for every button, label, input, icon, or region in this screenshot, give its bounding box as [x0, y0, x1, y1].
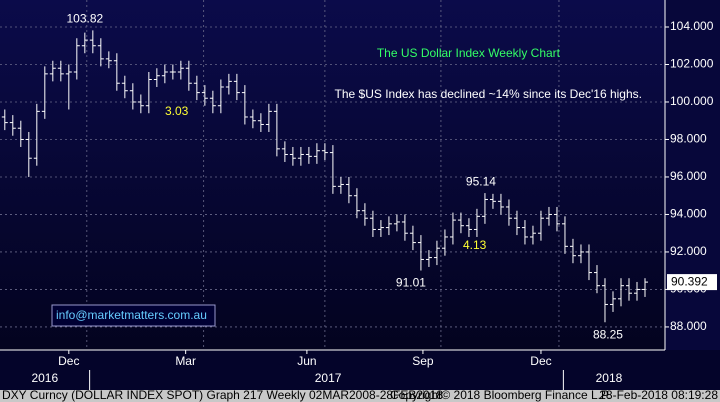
year-label: 2018 [596, 371, 623, 385]
x-tick-label: Mar [175, 354, 196, 368]
y-tick-label: 100.000 [670, 94, 714, 108]
chart-title: The US Dollar Index Weekly Chart [377, 46, 561, 60]
y-tick-label: 102.000 [670, 57, 714, 71]
chart-subtitle: The $US Index has declined ~14% since it… [335, 87, 642, 101]
y-tick-label: 92.000 [670, 244, 707, 258]
footer-copyright: Copyright© 2018 Bloomberg Finance L.P. [390, 388, 611, 402]
value-label: 103.82 [66, 12, 103, 26]
x-tick-label: Sep [412, 354, 434, 368]
x-axis-area [0, 350, 720, 390]
last-price-box [667, 274, 717, 291]
value-label: 88.25 [593, 327, 623, 341]
watermark: info@marketmatters.com.au [56, 308, 207, 322]
watermark-box [51, 304, 216, 327]
y-tick-label: 88.000 [670, 319, 707, 333]
value-label: 91.01 [396, 276, 426, 290]
year-label: 2016 [31, 371, 58, 385]
x-tick-label: Jun [297, 354, 316, 368]
y-tick-label: 94.000 [670, 207, 707, 221]
last-price-label: 90.392 [671, 274, 708, 288]
value-label: 95.14 [466, 174, 496, 188]
y-axis-area [665, 0, 720, 350]
y-tick-label: 98.000 [670, 132, 707, 146]
annotation: 4.13 [463, 238, 487, 252]
y-tick-label: 96.000 [670, 169, 707, 183]
y-tick-label: 104.000 [670, 19, 714, 33]
year-label: 2017 [315, 371, 342, 385]
annotation: 3.03 [165, 104, 189, 118]
x-tick-label: Dec [58, 354, 79, 368]
footer-date: 28-Feb-2018 08:19:28 [599, 388, 718, 402]
footer-left: DXY Curncy (DOLLAR INDEX SPOT) Graph 217… [2, 388, 443, 402]
footer-bar [0, 390, 720, 402]
x-tick-label: Dec [530, 354, 551, 368]
